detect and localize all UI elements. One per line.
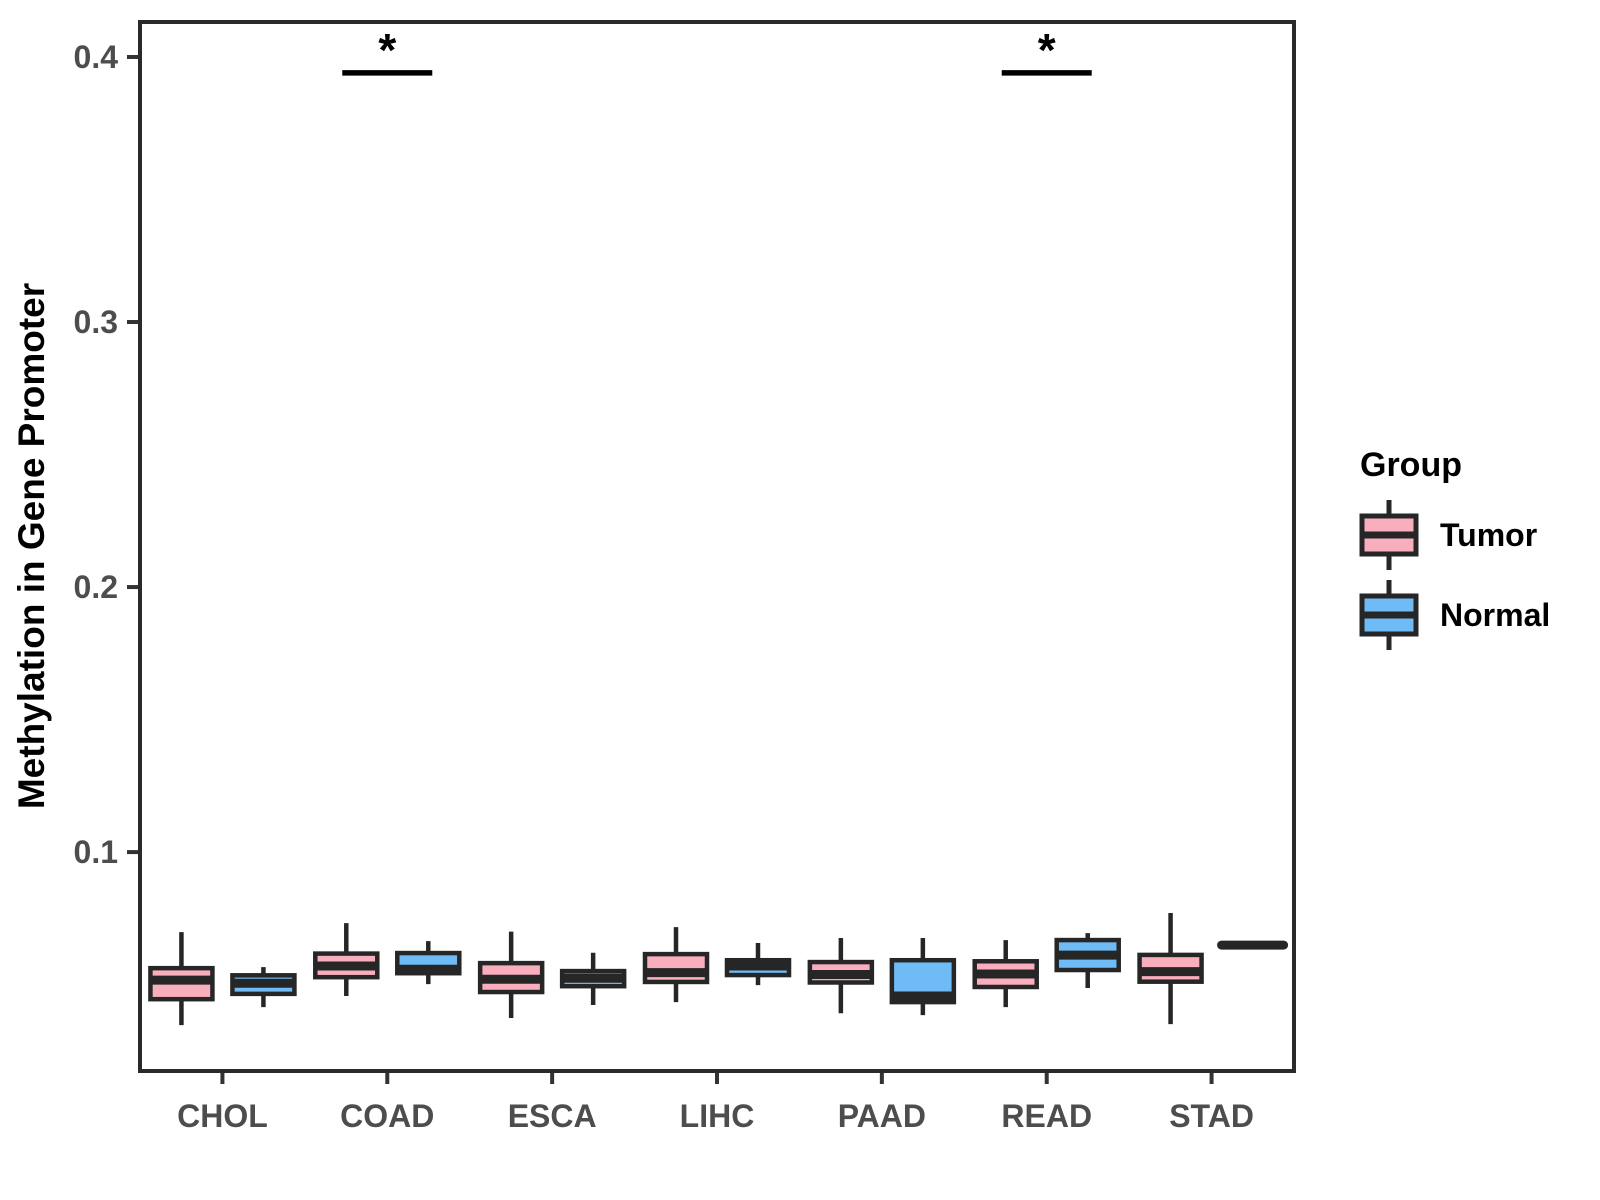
legend-title: Group <box>1360 446 1462 484</box>
box-tumor-paad <box>807 937 875 1014</box>
y-tick-label: 0.1 <box>74 834 118 870</box>
tumor-boxplot-key-icon <box>1359 500 1419 570</box>
x-tick-label-lihc: LIHC <box>680 1098 755 1134</box>
box-normal-lihc <box>724 942 792 986</box>
box-tumor-chol <box>148 932 215 1026</box>
normal-boxplot-key-icon <box>1359 580 1419 650</box>
legend-entry-normal: Normal <box>1356 579 1590 651</box>
x-tick-label-chol: CHOL <box>177 1098 268 1134</box>
box-normal-esca <box>559 952 627 1006</box>
box-tumor-read <box>972 940 1039 1008</box>
legend-label-normal: Normal <box>1440 596 1551 633</box>
box-tumor-esca <box>477 931 545 1018</box>
box-normal-coad <box>395 941 462 985</box>
x-tick-label-read: READ <box>1001 1098 1092 1134</box>
legend: Group Tumor Normal <box>1330 446 1590 659</box>
box-tumor-coad <box>313 923 380 996</box>
x-tick-label-coad: COAD <box>340 1098 434 1134</box>
y-tick-label: 0.3 <box>74 304 118 340</box>
legend-label-tumor: Tumor <box>1440 516 1538 553</box>
significance-star-coad: * <box>378 24 396 76</box>
y-axis-title: Methylation in Gene Promoter <box>11 283 52 809</box>
box-tumor-stad <box>1137 913 1204 1025</box>
significance-star-read: * <box>1038 24 1056 76</box>
x-tick-label-paad: PAAD <box>838 1098 926 1134</box>
iqr-box <box>642 951 710 985</box>
box-series <box>148 913 1289 1026</box>
box-tumor-lihc <box>642 927 710 1003</box>
y-tick-label: 0.2 <box>74 569 118 605</box>
x-tick-label-esca: ESCA <box>508 1098 597 1134</box>
x-axis: CHOL COAD ESCA LIHC PAAD READ STAD <box>177 1071 1254 1134</box>
panel-border <box>138 20 1296 1073</box>
x-tick-label-stad: STAD <box>1169 1098 1254 1134</box>
box-normal-paad <box>889 937 957 1016</box>
y-tick-label: 0.4 <box>74 39 119 75</box>
box-normal-read <box>1054 933 1121 989</box>
y-axis: 0.1 0.2 0.3 0.4 <box>74 39 140 870</box>
significance-annotations: * * <box>342 24 1092 76</box>
box-normal-chol <box>230 967 297 1008</box>
legend-entry-tumor: Tumor <box>1356 499 1590 571</box>
